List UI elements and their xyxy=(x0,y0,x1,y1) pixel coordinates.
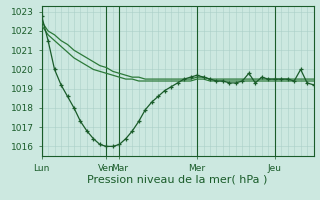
X-axis label: Pression niveau de la mer( hPa ): Pression niveau de la mer( hPa ) xyxy=(87,174,268,184)
